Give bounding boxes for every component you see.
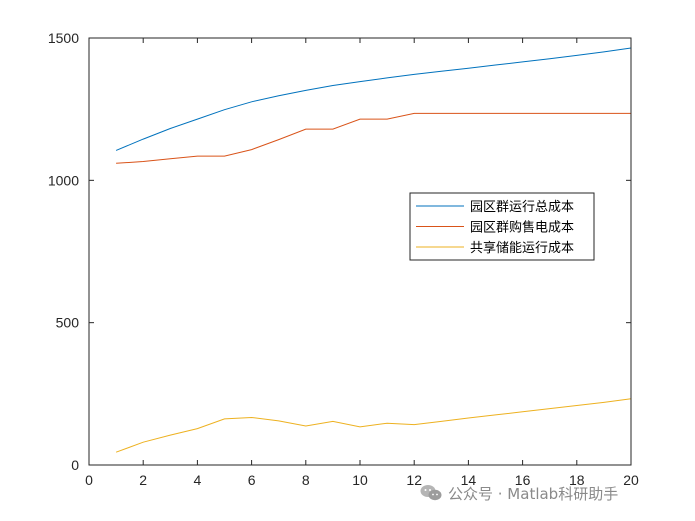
y-tick-label: 0 — [71, 457, 79, 473]
x-tick-label: 14 — [461, 472, 477, 488]
x-tick-label: 10 — [352, 472, 368, 488]
x-tick-label: 8 — [302, 472, 310, 488]
x-tick-label: 0 — [85, 472, 93, 488]
legend-label-2: 园区群购售电成本 — [470, 220, 574, 236]
series-layer — [115, 47, 632, 453]
series-line-1 — [115, 47, 632, 151]
x-tick-label: 4 — [194, 472, 202, 488]
watermark-text: 公众号 · Matlab科研助手 — [448, 484, 619, 503]
x-tick-label: 6 — [248, 472, 256, 488]
x-tick-label: 18 — [569, 472, 585, 488]
series-line-2 — [116, 112, 631, 164]
x-tick-label: 16 — [515, 472, 531, 488]
wechat-icon — [420, 484, 442, 502]
y-tick-label: 1000 — [48, 172, 79, 188]
axes: 0 2 4 6 8 10 12 14 16 18 20 0 500 1000 1500 — [48, 30, 639, 488]
legend-label-1: 园区群运行总成本 — [470, 200, 574, 215]
series-line-3 — [115, 398, 632, 453]
x-tick-label: 12 — [406, 472, 422, 488]
y-tick-label: 1500 — [48, 30, 79, 46]
x-tick-label: 20 — [623, 472, 639, 488]
y-tick-label: 500 — [56, 315, 80, 331]
watermark: 公众号 · Matlab科研助手 — [420, 480, 618, 506]
x-tick-label: 2 — [139, 472, 147, 488]
legend-label-3: 共享储能运行成本 — [470, 240, 574, 256]
